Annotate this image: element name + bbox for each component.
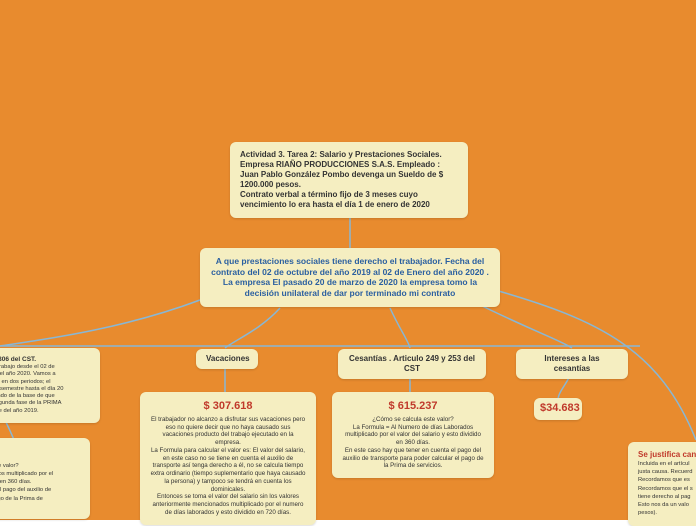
vacaciones-detail-node[interactable]: $ 307.618 El trabajador no alcanzo a dis… — [140, 392, 316, 525]
center-question-node[interactable]: A que prestaciones sociales tiene derech… — [200, 248, 500, 307]
intereses-label: Intereses a las cesantías — [544, 354, 599, 373]
justifica-label: Se justifica canc — [638, 450, 696, 460]
servicios-node-partial[interactable]: vicios. Articulo 306 del CST. enta que e… — [0, 348, 100, 423]
cesantias-amount: $ 615.237 — [342, 400, 484, 414]
servicios-amount: $ 615.237 — [0, 446, 80, 460]
justifica-node-partial[interactable]: Se justifica canc Incluida en el artícul… — [628, 442, 696, 526]
mindmap-canvas: Actividad 3. Tarea 2: Salario y Prestaci… — [0, 0, 696, 520]
servicios-sub-text: ómo se calcula este valor? ro de días La… — [0, 463, 53, 510]
vacaciones-label-node[interactable]: Vacaciones — [196, 349, 258, 369]
cesantias-detail-node[interactable]: $ 615.237 ¿Cómo se calcula este valor? L… — [332, 392, 494, 478]
cesantias-text: ¿Cómo se calcula este valor? La Formula … — [342, 416, 483, 470]
servicios-label: vicios. Articulo 306 del CST. — [0, 356, 90, 364]
intereses-label-node[interactable]: Intereses a las cesantías — [516, 349, 628, 379]
vacaciones-text: El trabajador no alcanzo a disfrutar sus… — [151, 416, 306, 516]
intereses-amount: $34.683 — [540, 402, 576, 416]
vacaciones-label: Vacaciones — [206, 354, 250, 363]
servicios-sub-node[interactable]: $ 615.237 ómo se calcula este valor? ro … — [0, 438, 90, 519]
cesantias-label: Cesantías . Articulo 249 y 253 del CST — [349, 354, 475, 373]
justifica-body: Incluida en el artícul justa causa. Recu… — [638, 461, 693, 516]
intereses-amount-node[interactable]: $34.683 — [534, 398, 582, 420]
center-question-text: A que prestaciones sociales tiene derech… — [211, 256, 489, 298]
root-title-text: Actividad 3. Tarea 2: Salario y Prestaci… — [240, 150, 443, 209]
servicios-body: enta que el Señor trabajo desde el 02 de… — [0, 364, 90, 415]
cesantias-label-node[interactable]: Cesantías . Articulo 249 y 253 del CST — [338, 349, 486, 379]
vacaciones-amount: $ 307.618 — [150, 400, 306, 414]
root-title-node[interactable]: Actividad 3. Tarea 2: Salario y Prestaci… — [230, 142, 468, 218]
